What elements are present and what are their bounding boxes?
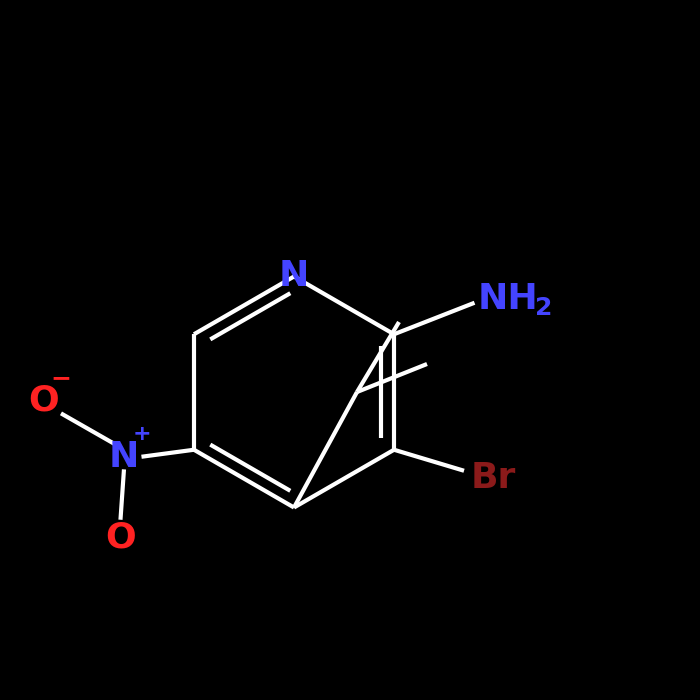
Text: O: O bbox=[28, 384, 59, 418]
Text: O: O bbox=[105, 520, 136, 554]
Text: 2: 2 bbox=[536, 295, 553, 320]
Text: −: − bbox=[50, 366, 71, 391]
Text: N: N bbox=[279, 260, 309, 293]
Text: N: N bbox=[108, 440, 139, 474]
Text: +: + bbox=[132, 424, 150, 444]
Text: Br: Br bbox=[471, 461, 517, 495]
Text: NH: NH bbox=[478, 282, 539, 316]
